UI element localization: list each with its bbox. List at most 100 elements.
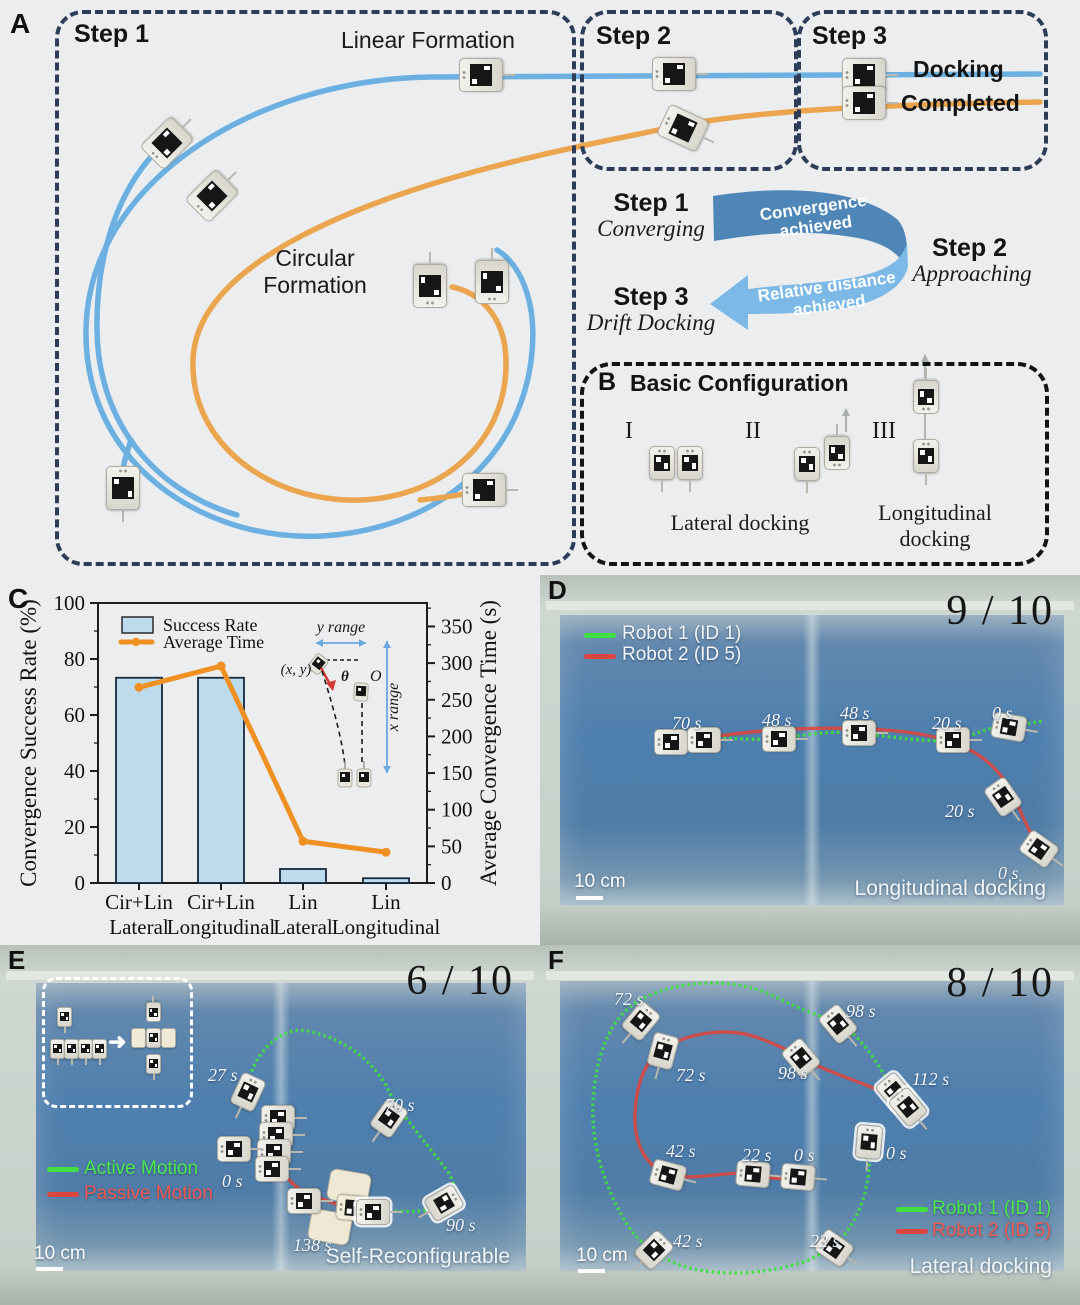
docking-completed-line2: Completed bbox=[901, 90, 1020, 116]
legend-robot1: Robot 1 (ID 1) bbox=[622, 623, 742, 644]
config-numeral-3: III bbox=[872, 418, 896, 444]
time-label: 0 s bbox=[222, 1171, 243, 1191]
svg-text:0: 0 bbox=[441, 871, 452, 895]
svg-text:Cir+Lin: Cir+Lin bbox=[187, 890, 255, 914]
tank-water bbox=[560, 615, 1064, 905]
up-arrowhead-icon bbox=[842, 408, 850, 416]
svg-text:Lateral: Lateral bbox=[273, 915, 333, 939]
time-label: 72 s bbox=[676, 1065, 706, 1085]
svg-text:Success Rate: Success Rate bbox=[163, 615, 257, 635]
time-label: 48 s bbox=[840, 703, 870, 723]
flow-step3-sub: Drift Docking bbox=[586, 310, 716, 335]
time-label: 0 s bbox=[992, 703, 1013, 723]
flow-step1-sub: Converging bbox=[597, 216, 705, 241]
robot bbox=[217, 1136, 263, 1162]
panel-caption: Longitudinal docking bbox=[854, 877, 1046, 900]
robot bbox=[779, 1162, 827, 1192]
time-label: 22 s bbox=[810, 1231, 840, 1251]
red-trajectory bbox=[711, 726, 1043, 852]
tank-edge bbox=[6, 971, 534, 980]
panel-b-title: Basic Configuration bbox=[630, 370, 849, 396]
panel-d-label: D bbox=[548, 575, 567, 605]
robot bbox=[459, 58, 515, 92]
legend-red-line bbox=[584, 654, 616, 659]
flow-step2-sub: Approaching bbox=[912, 261, 1032, 286]
step2-box bbox=[580, 10, 798, 171]
svg-text:Longitudinal: Longitudinal bbox=[332, 915, 441, 939]
svg-text:Lateral: Lateral bbox=[109, 915, 169, 939]
trial-counter: 6 / 10 bbox=[406, 958, 514, 1004]
svg-text:80: 80 bbox=[64, 647, 85, 671]
time-label: 138 s bbox=[293, 1235, 332, 1255]
svg-text:Average Convergence Time (s): Average Convergence Time (s) bbox=[476, 600, 501, 886]
time-label: 98 s bbox=[846, 1001, 876, 1021]
reconfiguration-inset-box bbox=[42, 977, 193, 1108]
robot bbox=[462, 473, 518, 507]
svg-text:x range: x range bbox=[385, 683, 402, 732]
panel-f-photo: F 8 / 10 72 s 98 s 72 s 98 s 112 s 42 s … bbox=[540, 945, 1080, 1305]
legend-red-line bbox=[47, 1192, 79, 1197]
aruco-tag-icon bbox=[470, 64, 492, 86]
robot bbox=[146, 996, 161, 1022]
legend-passive: Passive Motion bbox=[84, 1183, 213, 1204]
time-label: 20 s bbox=[945, 801, 975, 821]
panel-a-label: A bbox=[10, 8, 31, 39]
robot bbox=[652, 57, 708, 91]
green-trajectory bbox=[591, 981, 896, 1275]
linear-formation-label: Linear Formation bbox=[341, 27, 515, 53]
time-label: 27 s bbox=[208, 1065, 238, 1085]
svg-text:20: 20 bbox=[64, 815, 85, 839]
robot bbox=[356, 1199, 402, 1225]
robot bbox=[824, 424, 850, 470]
panel-b-label: B bbox=[598, 368, 617, 396]
panel-c-label: C bbox=[8, 583, 29, 614]
svg-text:Cir+Lin: Cir+Lin bbox=[105, 890, 173, 914]
robot bbox=[794, 447, 820, 493]
panel-e-label: E bbox=[8, 945, 26, 975]
step1-title: Step 1 bbox=[74, 20, 150, 48]
docked-module bbox=[131, 1028, 146, 1048]
robot bbox=[475, 248, 509, 304]
svg-text:θ: θ bbox=[341, 669, 349, 685]
legend-red-line bbox=[896, 1229, 928, 1234]
flow-step2-title: Step 2 bbox=[931, 234, 1008, 262]
svg-text:y range: y range bbox=[315, 619, 365, 636]
scale-bar bbox=[576, 896, 603, 900]
robot bbox=[106, 466, 140, 522]
robot bbox=[146, 1028, 161, 1048]
time-label: 20 s bbox=[932, 713, 962, 733]
longitudinal-docking-caption-2: docking bbox=[899, 526, 971, 551]
tank-edge bbox=[546, 601, 1074, 610]
time-label: 70 s bbox=[385, 1095, 415, 1115]
svg-text:250: 250 bbox=[441, 688, 473, 712]
time-label: 48 s bbox=[762, 710, 792, 730]
scale-bar bbox=[578, 1269, 605, 1273]
svg-text:100: 100 bbox=[441, 798, 473, 822]
legend-robot2: Robot 2 (ID 5) bbox=[932, 1220, 1052, 1241]
time-label: 22 s bbox=[742, 1145, 772, 1165]
antenna bbox=[502, 74, 515, 76]
convergence-chart: 0 20 40 60 80 100 0 50 100 150 200 250 300 350 Cir+Lin… bbox=[16, 591, 501, 939]
time-label: 70 s bbox=[672, 713, 702, 733]
robot bbox=[854, 1123, 884, 1171]
robot bbox=[413, 252, 447, 308]
robot bbox=[913, 439, 939, 485]
svg-text:100: 100 bbox=[54, 591, 86, 615]
svg-text:350: 350 bbox=[441, 614, 473, 638]
robot bbox=[649, 446, 675, 492]
legend-robot1: Robot 1 (ID 1) bbox=[932, 1198, 1052, 1219]
trial-counter: 9 / 10 bbox=[946, 588, 1054, 634]
panel-caption: Lateral docking bbox=[909, 1255, 1052, 1278]
time-label: 0 s bbox=[886, 1143, 907, 1163]
trial-counter: 8 / 10 bbox=[946, 960, 1054, 1006]
config-numeral-1: I bbox=[625, 418, 633, 444]
panel-e-photo: ➜ E 6 / 10 Active Motion Passive Motion … bbox=[0, 945, 540, 1305]
robot bbox=[255, 1156, 301, 1182]
svg-text:Longitudinal: Longitudinal bbox=[167, 915, 276, 939]
legend-green-line bbox=[584, 633, 616, 638]
svg-text:Lin: Lin bbox=[288, 890, 318, 914]
lateral-docking-caption: Lateral docking bbox=[670, 510, 810, 535]
flow-arrow-bottom bbox=[710, 242, 908, 330]
svg-text:300: 300 bbox=[441, 651, 473, 675]
